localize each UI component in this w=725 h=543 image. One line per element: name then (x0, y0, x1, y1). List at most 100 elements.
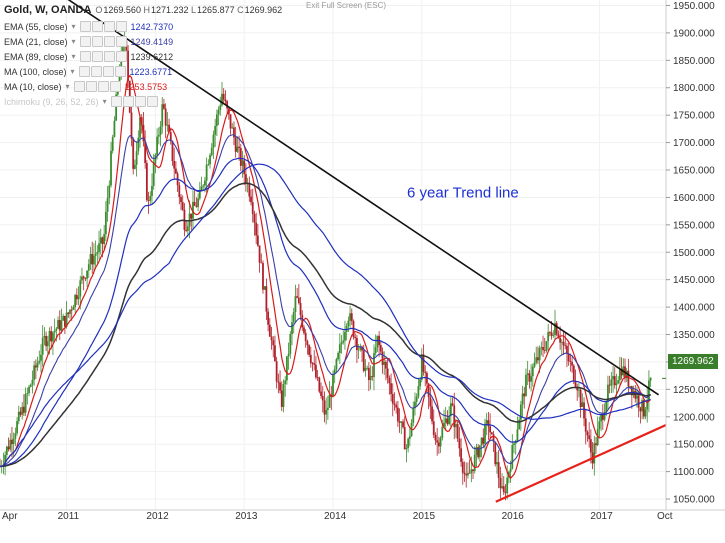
candle-body (648, 380, 650, 400)
candle-body (424, 371, 427, 373)
eye-icon[interactable] (79, 21, 91, 32)
eye-icon[interactable] (79, 51, 91, 62)
candle-body (460, 448, 462, 462)
candle-body (284, 380, 287, 385)
more-icon[interactable] (114, 66, 126, 77)
candle-body (608, 384, 611, 386)
settings-icon[interactable] (91, 21, 103, 32)
more-icon[interactable] (115, 21, 127, 32)
close-icon[interactable] (103, 36, 115, 47)
more-icon[interactable] (115, 36, 127, 47)
indicator-row[interactable]: EMA (55, close) ▾ 1242.7370 (4, 19, 282, 34)
symbol-label[interactable]: Gold, W, OANDA (4, 4, 92, 16)
candle-body (137, 137, 140, 152)
close-icon[interactable] (97, 81, 109, 92)
close-icon[interactable] (103, 51, 115, 62)
candle-body (349, 313, 351, 321)
chart-legend: Gold, W, OANDA O1269.560 H1271.232 L1265… (4, 4, 282, 109)
candle-body (200, 186, 203, 191)
chevron-down-icon[interactable]: ▾ (65, 82, 70, 91)
eye-icon[interactable] (78, 66, 90, 77)
indicator-row[interactable]: Ichimoku (9, 26, 52, 26) ▾ (4, 94, 282, 109)
chevron-down-icon[interactable]: ▾ (70, 67, 75, 76)
eye-icon[interactable] (110, 96, 122, 107)
candle-body (337, 353, 340, 360)
settings-icon[interactable] (122, 96, 134, 107)
close-icon[interactable] (103, 21, 115, 32)
candle-body (391, 394, 394, 404)
candle-body (311, 363, 314, 364)
candle-body (475, 447, 478, 455)
indicator-controls (73, 81, 121, 92)
candle-body (323, 400, 326, 415)
candle-body (422, 354, 425, 372)
candle-body (581, 402, 584, 408)
indicator-row[interactable]: EMA (21, close) ▾ 1249.4149 (4, 34, 282, 49)
x-tick-label: 2014 (324, 511, 347, 522)
candle-body (113, 120, 116, 138)
indicator-name: Ichimoku (9, 26, 52, 26) (4, 96, 99, 107)
chevron-down-icon[interactable]: ▾ (71, 37, 76, 46)
chevron-down-icon[interactable]: ▾ (71, 52, 76, 61)
candle-body (308, 345, 310, 355)
candle-body (555, 323, 558, 335)
candle-body (572, 365, 575, 382)
candle-body (637, 395, 640, 408)
chevron-down-icon[interactable]: ▾ (102, 97, 107, 106)
indicator-row[interactable]: MA (100, close) ▾ 1223.6771 (4, 64, 282, 79)
candle-body (48, 331, 51, 342)
candle-body (241, 160, 244, 166)
candle-body (193, 201, 196, 206)
exit-fullscreen-link[interactable]: Exit Full Screen (ESC) (306, 1, 387, 10)
candle-body (169, 132, 172, 142)
y-tick-label: 1700.000 (673, 138, 715, 149)
y-tick-label: 1900.000 (673, 28, 715, 39)
settings-icon[interactable] (91, 36, 103, 47)
eye-icon[interactable] (79, 36, 91, 47)
candle-body (36, 362, 39, 368)
indicator-row[interactable]: MA (10, close) ▾ 1253.5753 (4, 79, 282, 94)
candle-body (82, 276, 85, 279)
candle-body (371, 376, 374, 377)
close-icon[interactable] (102, 66, 114, 77)
candle-body (444, 418, 447, 423)
candle-body (344, 331, 346, 341)
candle-body (243, 160, 246, 175)
candle-body (374, 347, 377, 354)
candle-body (104, 211, 107, 235)
candle-body (29, 384, 32, 387)
candle-body (332, 374, 334, 397)
candle-body (463, 472, 466, 475)
candle-body (198, 190, 201, 199)
candle-body (19, 411, 22, 415)
close-icon[interactable] (134, 96, 146, 107)
candle-body (245, 174, 247, 184)
chevron-down-icon[interactable]: ▾ (71, 22, 76, 31)
candle-body (548, 332, 551, 333)
candle-body (270, 336, 273, 341)
candle-body (134, 164, 136, 169)
settings-icon[interactable] (90, 66, 102, 77)
candle-body (60, 320, 63, 331)
candle-body (99, 237, 102, 244)
candle-body (156, 136, 159, 155)
candle-body (289, 334, 292, 355)
indicator-value: 1239.6212 (130, 51, 174, 62)
candle-body (620, 368, 623, 376)
more-icon[interactable] (115, 51, 127, 62)
candle-body (530, 376, 532, 382)
more-icon[interactable] (146, 96, 158, 107)
candle-body (296, 296, 299, 298)
candle-body (456, 424, 459, 439)
candle-body (501, 486, 503, 489)
settings-icon[interactable] (85, 81, 97, 92)
candle-body (12, 438, 15, 445)
candle-body (154, 154, 157, 164)
more-icon[interactable] (109, 81, 121, 92)
eye-icon[interactable] (73, 81, 85, 92)
candle-body (492, 434, 495, 442)
indicator-row[interactable]: EMA (89, close) ▾ 1239.6212 (4, 49, 282, 64)
settings-icon[interactable] (91, 51, 103, 62)
y-tick-label: 1800.000 (673, 83, 715, 94)
indicator-name: MA (100, close) (4, 66, 67, 77)
